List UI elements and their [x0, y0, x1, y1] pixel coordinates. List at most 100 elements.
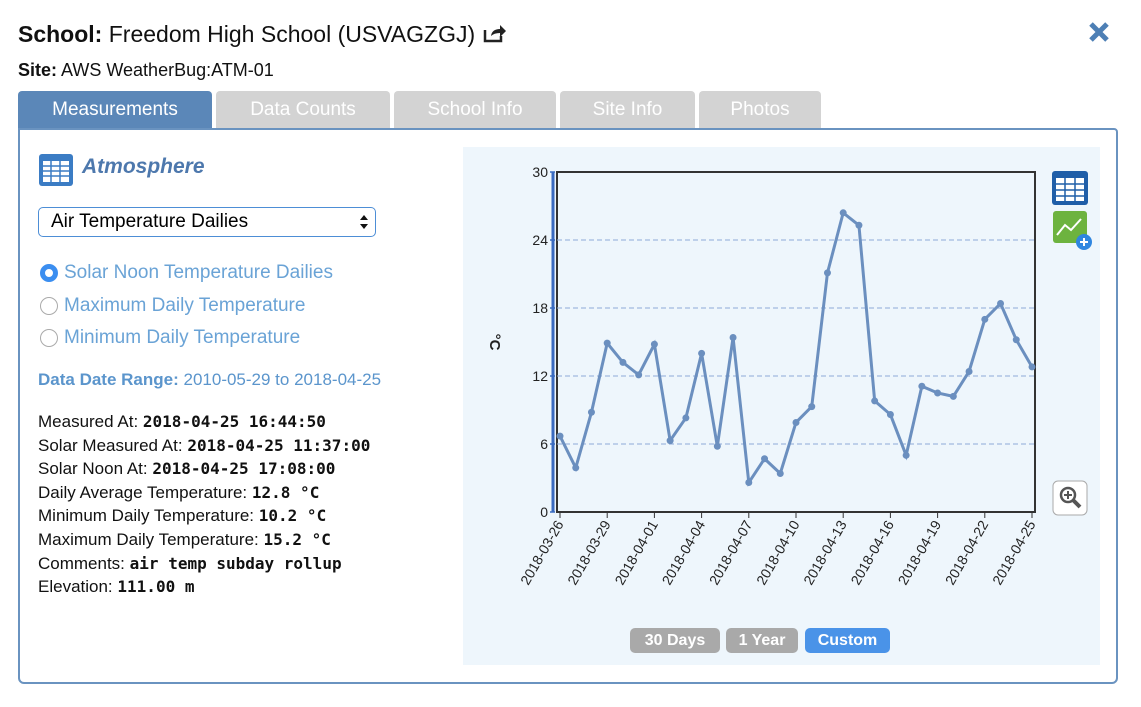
tab[interactable]: Photos: [699, 91, 821, 129]
point: [902, 451, 910, 459]
info-label: Elevation:: [38, 577, 113, 597]
section-title: Atmosphere: [82, 155, 205, 178]
point: [839, 209, 847, 217]
point: [823, 269, 831, 277]
point: [745, 479, 753, 487]
tab[interactable]: School Info: [394, 91, 556, 129]
point: [635, 371, 643, 379]
point: [981, 315, 989, 323]
info-row: Minimum Daily Temperature: 10.2 °C: [38, 504, 370, 528]
range-button[interactable]: 1 Year: [726, 628, 798, 653]
info-value: 2018-04-25 16:44:50: [142, 412, 326, 431]
info-row: Comments: air temp subday rollup: [38, 552, 370, 576]
point: [918, 382, 926, 390]
site-name: AWS WeatherBug:ATM-01: [61, 60, 274, 80]
info-label: Solar Measured At:: [38, 435, 183, 455]
tab[interactable]: Measurements: [18, 91, 212, 129]
tab[interactable]: Data Counts: [216, 91, 390, 129]
plot-frame: [556, 171, 1036, 513]
y-tick-label: 12: [532, 368, 548, 384]
school-label: School:: [18, 21, 103, 47]
chart-add-icon[interactable]: [1053, 211, 1092, 250]
x-tick-label: 2018-04-01: [611, 517, 661, 587]
chart-area: 0 6 12 18 24 30 °C 2018-03-26 2018-03-29 2018-04-…: [463, 147, 1100, 665]
info-value: air temp subday rollup: [129, 553, 342, 573]
point: [886, 411, 894, 419]
point: [666, 437, 674, 445]
y-tick-label: 18: [532, 300, 548, 316]
point: [776, 469, 784, 477]
info-label: Measured At:: [38, 412, 139, 431]
point: [713, 442, 721, 450]
radio-label: Maximum Daily Temperature: [64, 295, 306, 316]
date-range-value: 2010-05-29 to 2018-04-25: [183, 370, 382, 389]
y-tick-label: 24: [532, 232, 548, 248]
zoom-icon[interactable]: [1052, 480, 1088, 516]
point: [603, 339, 611, 347]
share-icon[interactable]: [482, 22, 508, 44]
school-name: Freedom High School (USVAGZGJ): [108, 21, 476, 47]
info-value: 10.2 °C: [258, 506, 327, 526]
x-tick-label: 2018-03-26: [517, 517, 567, 587]
date-range-label: Data Date Range:: [38, 370, 179, 389]
y-tick-label: 30: [532, 164, 548, 180]
point: [682, 414, 690, 422]
date-range: Data Date Range: 2010-05-29 to 2018-04-2…: [38, 370, 381, 390]
x-tick-label: 2018-03-29: [564, 517, 614, 587]
line: [558, 210, 1034, 487]
point: [792, 418, 800, 426]
radio[interactable]: Solar Noon Temperature Dailies: [40, 262, 333, 284]
point: [556, 432, 564, 440]
site-label: Site:: [18, 60, 58, 80]
table-view-icon[interactable]: [1052, 171, 1088, 205]
x-tick-label: 2018-04-22: [942, 517, 992, 587]
x-tick-label: 2018-04-10: [753, 517, 803, 587]
point: [729, 333, 737, 341]
radio-label: Minimum Daily Temperature: [64, 327, 301, 348]
x-tick-label: 2018-04-13: [800, 517, 850, 587]
info-label: Daily Average Temperature:: [38, 482, 248, 502]
table-icon: [39, 154, 73, 186]
info-row: Solar Noon At: 2018-04-25 17:08:00: [38, 457, 370, 481]
point: [808, 403, 816, 411]
info-list: Measured At: 2018-04-25 16:44:50 Solar Me…: [38, 410, 370, 599]
point: [698, 349, 706, 357]
range-button[interactable]: Custom: [805, 628, 890, 653]
point: [1028, 363, 1036, 371]
x-tick-label: 2018-04-16: [847, 517, 897, 587]
point: [997, 299, 1005, 307]
point: [855, 221, 863, 229]
x-tick-label: 2018-04-07: [706, 517, 756, 587]
site-line: Site: AWS WeatherBug:ATM-01: [18, 60, 274, 81]
select-value: Air Temperature Dailies: [51, 211, 249, 232]
radio-label: Solar Noon Temperature Dailies: [64, 262, 333, 283]
info-row: Solar Measured At: 2018-04-25 11:37:00: [38, 434, 370, 458]
y-tick-label: 0: [540, 504, 548, 520]
radio[interactable]: Maximum Daily Temperature: [40, 295, 305, 317]
info-value: 111.00 m: [117, 577, 195, 597]
y-tick-label: 6: [540, 436, 548, 452]
info-row: Measured At: 2018-04-25 16:44:50: [38, 410, 370, 434]
chart: 0612182430°C2018-03-262018-03-292018-04-…: [486, 164, 1092, 588]
select[interactable]: Air Temperature Dailies: [38, 207, 376, 237]
info-row: Daily Average Temperature: 12.8 °C: [38, 481, 370, 505]
info-value: 2018-04-25 11:37:00: [187, 435, 371, 455]
radio[interactable]: Minimum Daily Temperature: [40, 327, 300, 349]
info-value: 15.2 °C: [263, 529, 331, 549]
info-label: Solar Noon At:: [38, 459, 148, 479]
info-value: 2018-04-25 17:08:00: [152, 459, 336, 479]
info-row: Maximum Daily Temperature: 15.2 °C: [38, 528, 370, 552]
range-button[interactable]: 30 Days: [630, 628, 720, 653]
point: [871, 397, 879, 405]
panel: [18, 128, 1118, 684]
tab[interactable]: Site Info: [560, 91, 695, 129]
info-label: Maximum Daily Temperature:: [38, 529, 259, 549]
x-tick-label: 2018-04-04: [659, 517, 709, 587]
close-button[interactable]: [1088, 21, 1110, 43]
point: [949, 392, 957, 400]
x-tick-label: 2018-04-19: [895, 517, 945, 587]
point: [572, 464, 580, 472]
point: [650, 340, 658, 348]
select-arrows: [360, 215, 368, 229]
